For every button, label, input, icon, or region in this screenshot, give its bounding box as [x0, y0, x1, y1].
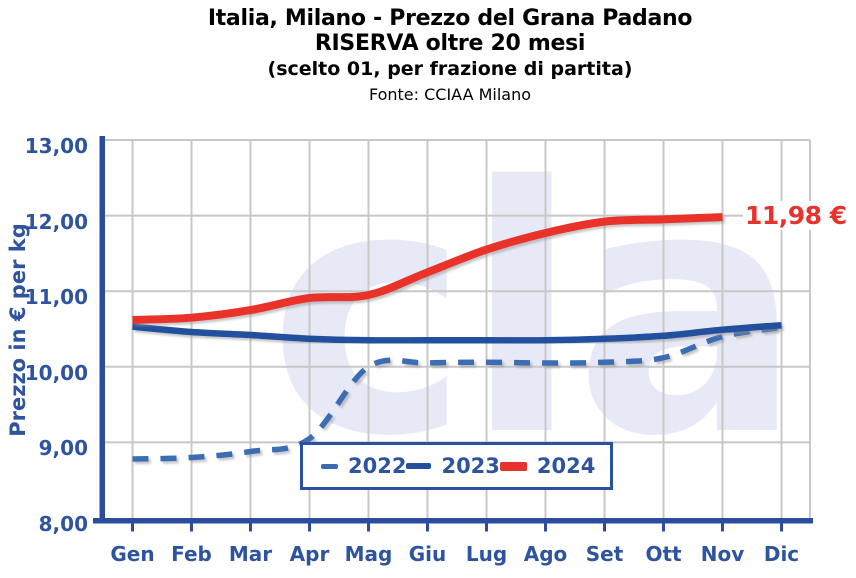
- y-tick-label: 8,00: [38, 512, 88, 536]
- legend-swatch-2022: [321, 463, 338, 469]
- x-tick-label-gen: Gen: [110, 542, 155, 566]
- x-tick-label-mar: Mar: [228, 542, 273, 566]
- legend-label-2022: 2022: [348, 454, 407, 478]
- x-axis-tick: [367, 522, 370, 532]
- x-axis-line: [93, 518, 813, 524]
- x-tick-label-dic: Dic: [763, 542, 800, 566]
- x-axis-tick: [485, 522, 488, 532]
- y-tick-label: 12,00: [24, 209, 88, 234]
- y-tick-label: 13,00: [24, 134, 88, 158]
- y-tick-label: 11,00: [24, 285, 88, 310]
- x-tick-label-lug: Lug: [465, 542, 508, 566]
- x-axis-tick: [721, 522, 724, 532]
- y-tick-label: 9,00: [38, 436, 88, 461]
- chart-header: Italia, Milano - Prezzo del Grana Padano…: [40, 6, 856, 106]
- x-axis-tick: [190, 522, 193, 532]
- x-tick-label-set: Set: [585, 542, 624, 566]
- x-axis-tick: [662, 522, 665, 532]
- y-tick-label: 10,00: [24, 360, 88, 385]
- chart-source: Fonte: CCIAA Milano: [368, 85, 532, 104]
- series-line-2022: [132, 324, 782, 462]
- x-tick-label-ott: Ott: [645, 542, 682, 566]
- legend-item-2022: 2022: [321, 454, 406, 478]
- last-value-annotation: 11,98 €: [743, 201, 849, 231]
- x-axis-tick: [780, 522, 783, 532]
- chart-subtitle: (scelto 01, per frazione di partita): [267, 58, 633, 80]
- x-axis-tick: [603, 522, 606, 532]
- legend-swatch-2024: [499, 461, 527, 471]
- x-axis-tick: [249, 522, 252, 532]
- x-tick-label-feb: Feb: [171, 542, 212, 566]
- series-line-2024: [132, 213, 723, 324]
- x-tick-label-mag: Mag: [344, 542, 393, 566]
- legend-item-2023: 2023: [406, 454, 500, 478]
- x-tick-label-apr: Apr: [289, 542, 330, 566]
- x-axis-tick: [544, 522, 547, 532]
- x-axis-tick: [308, 522, 311, 532]
- x-axis-tick: [426, 522, 429, 532]
- legend-swatch-2023: [406, 463, 432, 469]
- series-line-2023: [132, 321, 782, 344]
- x-axis-tick: [131, 522, 134, 532]
- legend-label-2023: 2023: [441, 454, 500, 478]
- chart-title-line1: Italia, Milano - Prezzo del Grana Padano: [207, 6, 693, 31]
- legend: 2022 2023 2024: [300, 442, 613, 490]
- legend-label-2024: 2024: [536, 454, 596, 478]
- x-tick-label-giu: Giu: [408, 542, 447, 566]
- x-tick-label-ago: Ago: [523, 542, 568, 566]
- x-tick-label-nov: Nov: [700, 542, 745, 566]
- legend-item-2024: 2024: [499, 454, 596, 478]
- y-axis-line: [99, 136, 105, 524]
- chart-title-line2: RISERVA oltre 20 mesi: [314, 31, 586, 56]
